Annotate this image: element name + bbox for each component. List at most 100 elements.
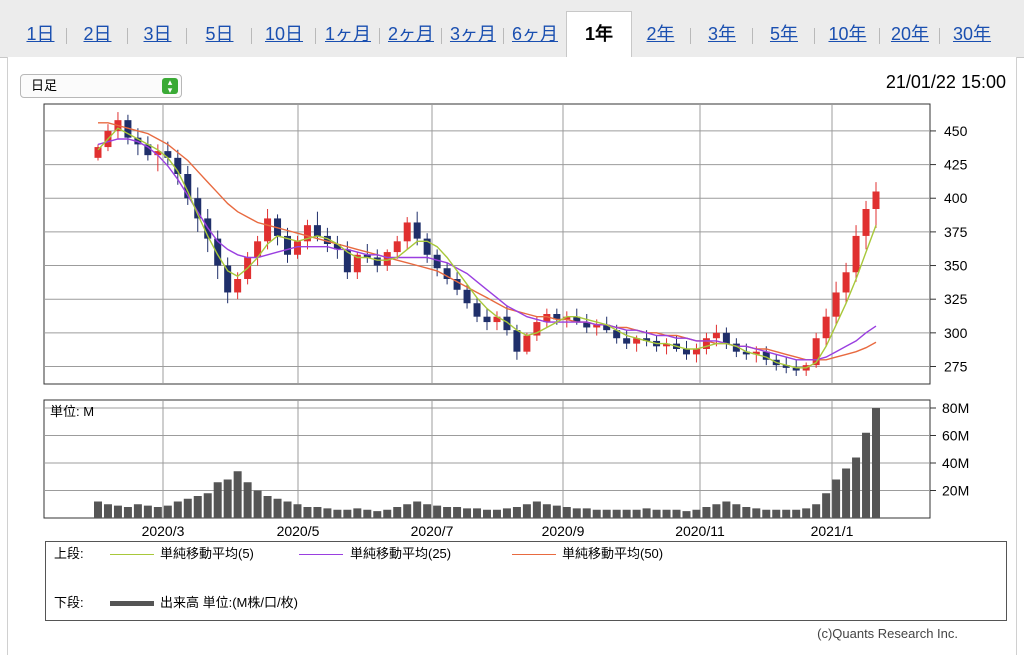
- volume-bar: [692, 509, 701, 518]
- volume-bar: [662, 509, 671, 518]
- candle-body: [623, 338, 631, 344]
- price-tick-label: 275: [944, 359, 968, 375]
- candle-body: [313, 225, 321, 236]
- candle-body: [682, 349, 690, 355]
- tab-separator: [66, 28, 67, 44]
- volume-bar: [423, 504, 432, 518]
- candle-body: [293, 241, 301, 255]
- tab-3[interactable]: 5日: [205, 24, 234, 44]
- volume-bar: [383, 509, 392, 518]
- tab-1[interactable]: 2日: [83, 24, 112, 44]
- volume-bar: [323, 508, 332, 518]
- tab-separator: [503, 28, 504, 44]
- tab-6[interactable]: 2ヶ月: [387, 24, 434, 44]
- candle-body: [493, 316, 501, 323]
- candle-body: [224, 265, 232, 293]
- tab-5[interactable]: 1ヶ月: [324, 24, 371, 44]
- volume-bar: [862, 432, 871, 518]
- copyright: (c)Quants Research Inc.: [817, 626, 958, 641]
- volume-bar: [353, 508, 362, 518]
- tab-separator: [251, 28, 252, 44]
- volume-tick-label: 60M: [942, 428, 969, 444]
- volume-bar: [403, 504, 412, 518]
- candle-body: [154, 151, 162, 156]
- volume-bar: [512, 507, 521, 518]
- volume-bar: [473, 508, 482, 518]
- volume-bar: [772, 509, 781, 518]
- volume-bar: [393, 507, 402, 518]
- volume-bar: [413, 501, 422, 518]
- volume-bar: [193, 496, 202, 518]
- candle-body: [194, 198, 202, 219]
- volume-bar: [872, 408, 880, 518]
- volume-unit-label: 単位: M: [50, 404, 94, 419]
- tab-4[interactable]: 10日: [264, 24, 304, 44]
- tab-2[interactable]: 3日: [143, 24, 172, 44]
- candle-body: [832, 292, 840, 317]
- candle-body: [403, 222, 411, 242]
- volume-bar: [702, 507, 711, 518]
- tab-9[interactable]: 1年: [566, 11, 632, 58]
- volume-bar: [283, 501, 292, 518]
- candle-body: [862, 209, 870, 236]
- volume-bar: [293, 504, 302, 518]
- candle-body: [393, 241, 401, 253]
- volume-bar: [842, 468, 851, 518]
- candle-body: [523, 335, 531, 352]
- tab-12[interactable]: 5年: [769, 24, 798, 44]
- tab-13[interactable]: 10年: [828, 24, 867, 44]
- candle-body: [353, 254, 361, 273]
- tab-0[interactable]: 1日: [26, 24, 55, 44]
- tab-15[interactable]: 30年: [952, 24, 992, 44]
- price-tick-label: 300: [944, 325, 968, 341]
- candle-body: [343, 249, 351, 273]
- legend-lower-label: 下段:: [54, 595, 84, 610]
- candle-body: [234, 279, 242, 293]
- tab-separator: [690, 28, 691, 44]
- volume-bar: [123, 507, 132, 518]
- volume-bar: [173, 501, 182, 518]
- volume-bar: [822, 493, 831, 518]
- tab-7[interactable]: 3ヶ月: [449, 24, 496, 44]
- ma25-line: [97, 138, 877, 361]
- volume-bar: [313, 507, 322, 518]
- candle-body: [433, 254, 441, 269]
- candle-body: [383, 252, 391, 266]
- candle-body: [443, 268, 451, 279]
- tab-separator: [379, 28, 380, 44]
- legend-volume-line: [110, 601, 154, 606]
- tab-14[interactable]: 20年: [890, 24, 930, 44]
- legend-upper-label: 上段:: [54, 546, 84, 561]
- candle-body: [842, 272, 850, 293]
- candle-body: [453, 279, 461, 290]
- volume-bar: [582, 508, 591, 518]
- period-select[interactable]: 日足 ▴ ▾: [20, 74, 182, 98]
- tab-11[interactable]: 3年: [707, 24, 736, 44]
- volume-bar: [592, 509, 601, 518]
- candle-body: [254, 241, 262, 258]
- volume-bar: [453, 507, 462, 518]
- candle-body: [712, 332, 720, 339]
- volume-bar: [183, 498, 192, 518]
- price-tick-label: 350: [944, 258, 968, 274]
- candle-body: [593, 324, 601, 328]
- price-tick-label: 400: [944, 190, 968, 206]
- volume-bar: [463, 508, 472, 518]
- volume-bar: [672, 509, 681, 518]
- volume-bar: [782, 509, 791, 518]
- candle-body: [872, 191, 880, 209]
- volume-bar: [163, 505, 172, 518]
- tab-10[interactable]: 2年: [646, 24, 675, 44]
- price-plot-frame: [43, 103, 931, 385]
- candle-body: [303, 225, 311, 242]
- candle-body: [513, 330, 521, 352]
- tab-separator: [441, 28, 442, 44]
- candle-body: [144, 144, 152, 156]
- volume-tick-label: 80M: [942, 400, 969, 416]
- tab-8[interactable]: 6ヶ月: [511, 24, 558, 44]
- period-select-value: 日足: [31, 78, 58, 93]
- volume-bar: [802, 508, 811, 518]
- chevron-updown-icon: ▴ ▾: [162, 78, 178, 95]
- period-tab-bar: 1日 2日 3日 5日 10日 1ヶ月 2ヶ月 3ヶ月 6ヶ月 1年 2年 3年 5年 10年 20年 30年: [0, 0, 1024, 58]
- volume-bar: [792, 509, 801, 518]
